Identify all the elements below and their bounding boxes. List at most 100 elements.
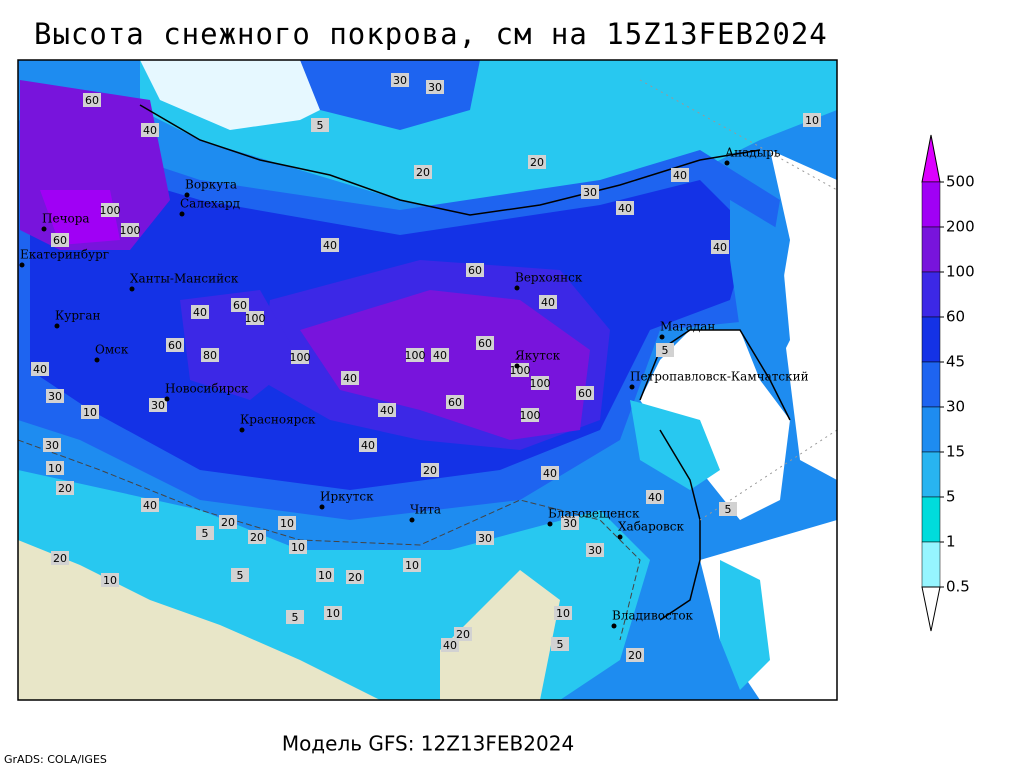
contour-label-box <box>803 113 821 127</box>
contour-label: 20 <box>416 166 430 179</box>
contour-label-box <box>231 298 249 312</box>
contour-label: 10 <box>326 607 340 620</box>
contour-label: 40 <box>713 241 727 254</box>
legend-triangle <box>921 134 941 183</box>
city-label: Верхоянск <box>515 271 583 285</box>
contour-label-box <box>426 80 444 94</box>
city-label: Новосибирск <box>165 382 249 396</box>
contour-label: 30 <box>563 517 577 530</box>
contour-label: 60 <box>53 234 67 247</box>
legend-label: 0.5 <box>946 578 970 596</box>
contour-label: 20 <box>423 464 437 477</box>
contour-label-box <box>719 502 737 516</box>
contour-label-box <box>101 203 119 217</box>
contour-label: 30 <box>48 390 62 403</box>
credit: GrADS: COLA/IGES <box>4 753 107 766</box>
city-label: Печора <box>42 212 90 226</box>
legend-segment <box>921 406 941 453</box>
contour-label: 30 <box>151 399 165 412</box>
contour-label-box <box>561 516 579 530</box>
contour-label: 60 <box>578 387 592 400</box>
contour-label: 5 <box>237 569 244 582</box>
city-dot <box>164 396 170 402</box>
legend-segment <box>921 496 941 543</box>
contour-label-box <box>391 73 409 87</box>
contour-label-box <box>201 348 219 362</box>
legend-segment <box>921 316 941 363</box>
contour-label-box <box>554 606 572 620</box>
city-dot <box>514 363 520 369</box>
color-legend: 500 200 100 60 45 30 15 5 1 0.5 <box>921 134 975 632</box>
contour-label: 20 <box>456 628 470 641</box>
city-dot <box>611 623 617 629</box>
contour-label-box <box>406 348 424 362</box>
contour-label: 40 <box>648 491 662 504</box>
contour-label-box <box>101 573 119 587</box>
contour-label-box <box>311 118 329 132</box>
legend-segment <box>921 451 941 498</box>
contour-label: 60 <box>85 94 99 107</box>
contour-label: 40 <box>380 404 394 417</box>
city-label: Омск <box>95 343 129 357</box>
contour-label: 30 <box>428 81 442 94</box>
contour-label: 5 <box>557 638 564 651</box>
contour-label: 100 <box>520 409 541 422</box>
contour-label: 20 <box>628 649 642 662</box>
contour-label: 5 <box>292 611 299 624</box>
contour-label-box <box>539 295 557 309</box>
contour-label-box <box>446 395 464 409</box>
city-dot <box>129 286 135 292</box>
contour-label-box <box>219 515 237 529</box>
contour-label-box <box>671 168 689 182</box>
city-dot <box>19 262 25 268</box>
city-dot <box>184 192 190 198</box>
contour-label-box <box>341 371 359 385</box>
contour-label: 20 <box>221 516 235 529</box>
city-dot <box>41 226 47 232</box>
contour-label: 5 <box>662 344 669 357</box>
contour-label-box <box>626 648 644 662</box>
contour-label: 40 <box>361 439 375 452</box>
contour-label: 10 <box>805 114 819 127</box>
city-dot <box>319 504 325 510</box>
contour-label: 100 <box>405 349 426 362</box>
contour-label: 40 <box>193 306 207 319</box>
legend-label: 500 <box>946 173 975 191</box>
contour-label: 40 <box>443 639 457 652</box>
contour-label-box <box>646 490 664 504</box>
contour-label: 5 <box>725 503 732 516</box>
contour-label-box <box>43 438 61 452</box>
contour-label-box <box>528 155 546 169</box>
contour-label-box <box>46 461 64 475</box>
city-dot <box>659 334 665 340</box>
city-dot <box>547 521 553 527</box>
city-label: Салехард <box>180 197 240 211</box>
city-label: Ханты-Мансийск <box>130 272 239 286</box>
contour-label-box <box>246 311 264 325</box>
contour-label-box <box>431 348 449 362</box>
city-label: Екатеринбург <box>20 248 109 262</box>
contour-label-box <box>414 165 432 179</box>
contour-label: 40 <box>343 372 357 385</box>
legend-label: 45 <box>946 353 965 371</box>
city-dot <box>179 211 185 217</box>
legend-label: 15 <box>946 443 965 461</box>
contour-label: 40 <box>33 363 47 376</box>
contour-label-box <box>166 338 184 352</box>
contour-label: 20 <box>348 571 362 584</box>
legend-label: 60 <box>946 308 965 326</box>
contour-label: 40 <box>541 296 555 309</box>
contour-label: 100 <box>120 224 141 237</box>
contour-label: 30 <box>393 74 407 87</box>
contour-label: 60 <box>478 337 492 350</box>
contour-label: 10 <box>103 574 117 587</box>
contour-label-box <box>378 403 396 417</box>
contour-label-box <box>81 405 99 419</box>
legend-segment <box>921 361 941 408</box>
city-label: Хабаровск <box>618 520 684 534</box>
city-dot <box>409 517 415 523</box>
model-label: Модель GFS: 12Z13FEB2024 <box>282 732 574 756</box>
city-dot <box>239 427 245 433</box>
contour-label: 100 <box>530 377 551 390</box>
